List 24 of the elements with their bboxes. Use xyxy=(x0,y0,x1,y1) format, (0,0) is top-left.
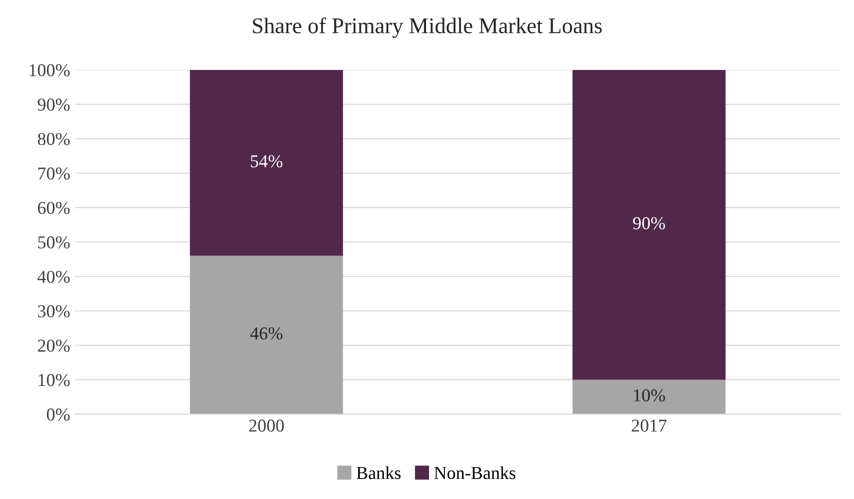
y-tick-label: 20% xyxy=(38,340,70,352)
x-tick-label: 2017 xyxy=(632,420,667,432)
data-label: 46% xyxy=(250,327,282,340)
data-label: 54% xyxy=(250,155,282,168)
y-tick-label: 90% xyxy=(38,98,70,111)
y-tick-label: 80% xyxy=(38,132,70,146)
bar xyxy=(190,70,343,256)
bar xyxy=(190,256,343,414)
x-tick-label: 2000 xyxy=(249,420,284,432)
legend-label: Non-Banks xyxy=(434,466,516,480)
y-tick-label: 50% xyxy=(38,236,70,249)
y-tick-label: 40% xyxy=(38,270,70,283)
y-tick-label: 100% xyxy=(30,64,70,76)
data-label: 90% xyxy=(633,217,665,230)
y-tick-label: 10% xyxy=(38,374,70,386)
bar xyxy=(572,380,726,414)
y-tick-label: 60% xyxy=(38,202,70,214)
chart-title: Share of Primary Middle Market Loans xyxy=(252,17,602,38)
y-tick-label: 30% xyxy=(38,305,70,318)
bar xyxy=(572,70,726,380)
data-label: 10% xyxy=(634,389,665,402)
y-tick-label: 70% xyxy=(38,167,70,180)
y-tick-label: 0% xyxy=(46,408,70,421)
legend-label: Banks xyxy=(356,466,401,480)
